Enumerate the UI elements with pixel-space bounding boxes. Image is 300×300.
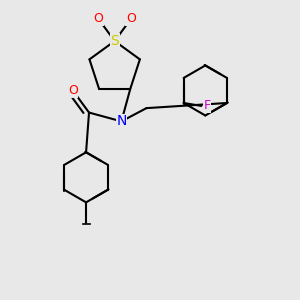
Text: N: N [116, 114, 127, 128]
Text: F: F [204, 99, 211, 112]
Text: S: S [110, 34, 119, 48]
Text: O: O [68, 84, 78, 97]
Text: O: O [94, 13, 103, 26]
Text: O: O [126, 13, 136, 26]
